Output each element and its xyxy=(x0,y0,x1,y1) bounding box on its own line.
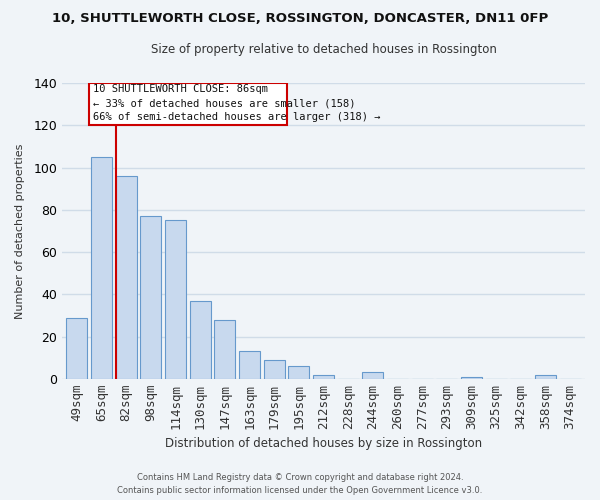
Bar xyxy=(214,320,235,379)
Text: 10 SHUTTLEWORTH CLOSE: 86sqm
← 33% of detached houses are smaller (158)
66% of s: 10 SHUTTLEWORTH CLOSE: 86sqm ← 33% of de… xyxy=(93,84,380,122)
Title: Size of property relative to detached houses in Rossington: Size of property relative to detached ho… xyxy=(151,42,496,56)
Text: 10, SHUTTLEWORTH CLOSE, ROSSINGTON, DONCASTER, DN11 0FP: 10, SHUTTLEWORTH CLOSE, ROSSINGTON, DONC… xyxy=(52,12,548,26)
Bar xyxy=(140,216,161,379)
Text: Contains HM Land Registry data © Crown copyright and database right 2024.
Contai: Contains HM Land Registry data © Crown c… xyxy=(118,474,482,495)
Bar xyxy=(239,352,260,379)
Bar xyxy=(67,318,88,379)
Y-axis label: Number of detached properties: Number of detached properties xyxy=(15,143,25,318)
Bar xyxy=(190,300,211,379)
Bar xyxy=(313,374,334,379)
Bar xyxy=(535,374,556,379)
X-axis label: Distribution of detached houses by size in Rossington: Distribution of detached houses by size … xyxy=(165,437,482,450)
FancyBboxPatch shape xyxy=(89,83,287,126)
Bar xyxy=(461,376,482,379)
Bar xyxy=(289,366,310,379)
Bar xyxy=(116,176,137,379)
Bar xyxy=(91,157,112,379)
Bar xyxy=(264,360,284,379)
Bar xyxy=(165,220,186,379)
Bar xyxy=(362,372,383,379)
